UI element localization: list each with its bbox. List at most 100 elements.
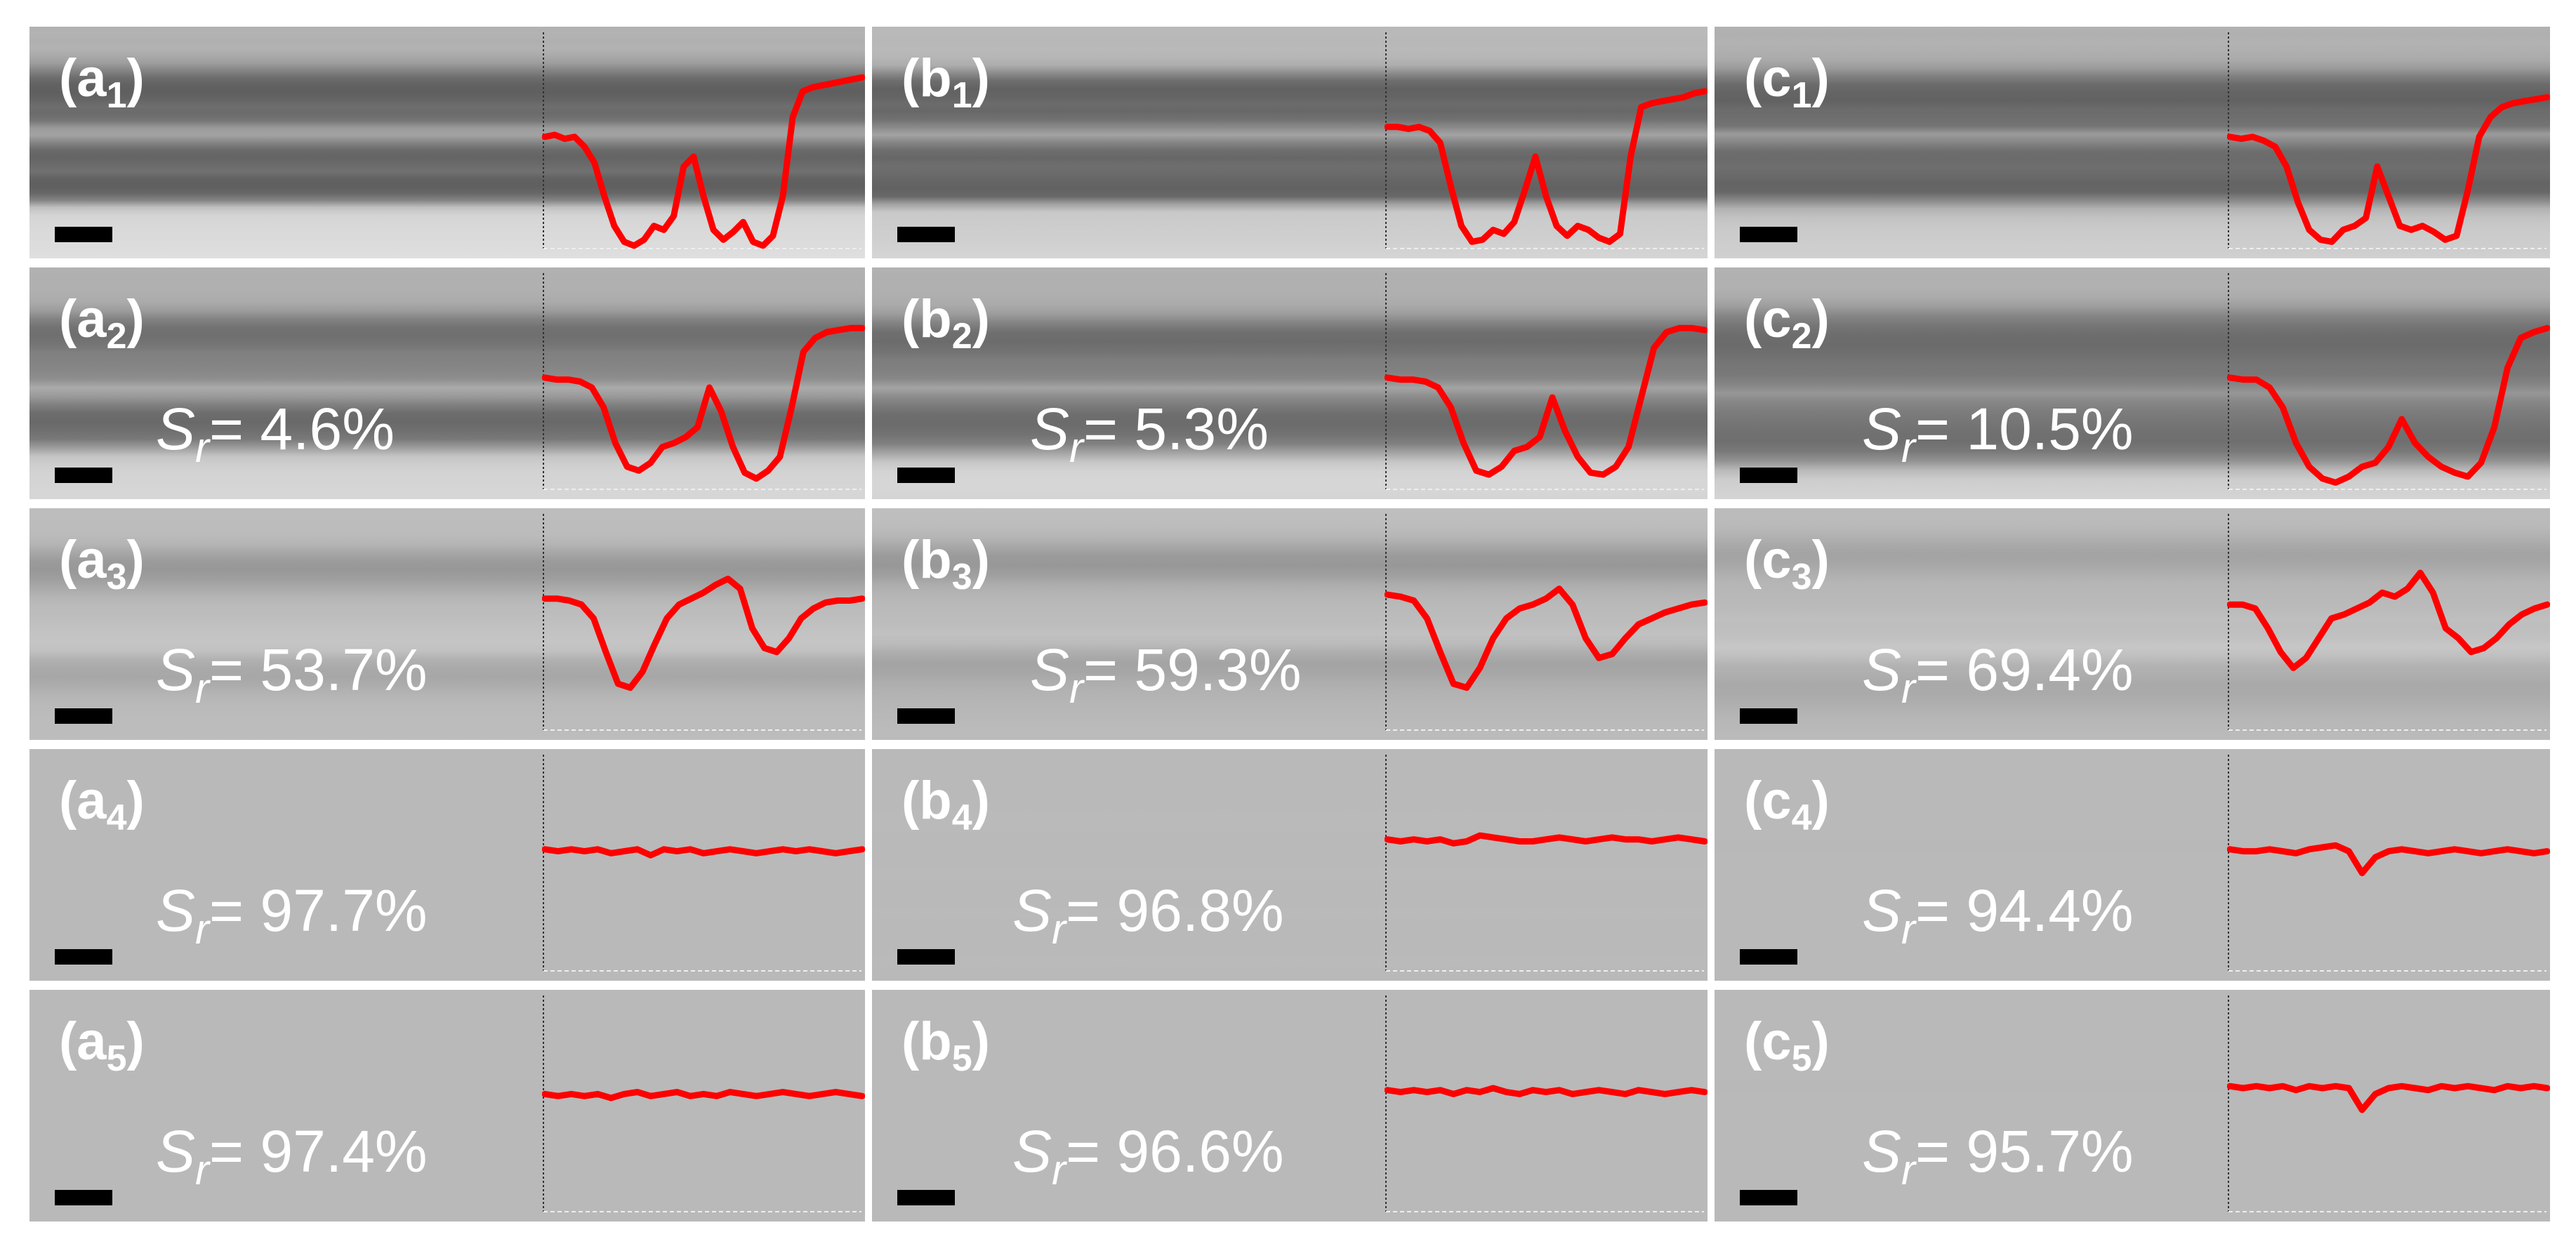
sr-label: Sr= 53.7%: [156, 637, 428, 712]
profile-line: [1385, 88, 1708, 245]
column-a: (a1) (a2) Sr= 4.6% (a3) Sr= 53.7% (a4) S…: [29, 27, 872, 1224]
profile-line: [2227, 569, 2550, 671]
sr-label: Sr= 5.3%: [1030, 396, 1269, 471]
intensity-profile: [2227, 995, 2550, 1212]
sr-label: Sr= 4.6%: [156, 396, 395, 471]
micrograph-fill: [872, 508, 1708, 740]
panel-b3: (b3) Sr= 59.3%: [872, 508, 1708, 740]
scale-bar: [55, 949, 112, 965]
panel-label: (c4): [1744, 771, 1830, 838]
sr-label: Sr= 96.8%: [1012, 878, 1284, 953]
panel-a5: (a5) Sr= 97.4%: [29, 990, 865, 1222]
micrograph: [872, 508, 1708, 740]
scale-bar: [1740, 468, 1797, 483]
micrograph: [29, 508, 865, 740]
panel-c3: (c3) Sr= 69.4%: [1715, 508, 2550, 740]
sr-label: Sr= 59.3%: [1030, 637, 1302, 712]
panel-label: (c2): [1744, 289, 1830, 357]
intensity-profile: [1385, 995, 1708, 1212]
profile-line: [2227, 842, 2550, 877]
micrograph-fill: [29, 508, 865, 740]
micrograph: [1715, 990, 2550, 1222]
intensity-profile: [542, 995, 865, 1212]
scale-bar: [55, 227, 112, 242]
scale-bar: [897, 1190, 955, 1205]
micrograph-fill: [1715, 267, 2550, 499]
column-c: (c1) (c2) Sr= 10.5% (c3) Sr= 69.4% (c4) …: [1715, 27, 2557, 1224]
sr-label: Sr= 97.7%: [156, 878, 428, 953]
micrograph-fill: [1715, 749, 2550, 981]
micrograph: [29, 990, 865, 1222]
panel-label: (b2): [901, 289, 990, 357]
micrograph: [29, 267, 865, 499]
panel-label: (a1): [59, 48, 145, 116]
profile-line: [542, 576, 865, 691]
micrograph: [1715, 508, 2550, 740]
intensity-profile: [1385, 514, 1708, 731]
micrograph-fill: [1715, 27, 2550, 258]
sr-label: Sr= 97.4%: [156, 1118, 428, 1193]
micrograph-fill: [872, 990, 1708, 1222]
scale-bar: [55, 468, 112, 483]
panel-label: (c3): [1744, 530, 1830, 597]
panel-label: (a3): [59, 530, 145, 597]
profile-line: [1385, 832, 1708, 847]
panel-a3: (a3) Sr= 53.7%: [29, 508, 865, 740]
panel-label: (c5): [1744, 1012, 1830, 1079]
micrograph-fill: [872, 749, 1708, 981]
scale-bar: [1740, 227, 1797, 242]
micrograph-fill: [29, 990, 865, 1222]
intensity-profile: [2227, 32, 2550, 249]
scale-bar: [1740, 708, 1797, 724]
panel-b2: (b2) Sr= 5.3%: [872, 267, 1708, 499]
panel-a2: (a2) Sr= 4.6%: [29, 267, 865, 499]
micrograph-fill: [29, 267, 865, 499]
panel-b5: (b5) Sr= 96.6%: [872, 990, 1708, 1222]
panel-b4: (b4) Sr= 96.8%: [872, 749, 1708, 981]
micrograph: [1715, 27, 2550, 258]
micrograph-fill: [1715, 990, 2550, 1222]
profile-line: [542, 1089, 865, 1101]
scale-bar: [897, 708, 955, 724]
panel-label: (b4): [901, 771, 990, 838]
profile-line: [542, 846, 865, 859]
micrograph: [872, 990, 1708, 1222]
scale-bar: [897, 227, 955, 242]
scale-bar: [55, 1190, 112, 1205]
panel-b1: (b1): [872, 27, 1708, 258]
micrograph: [1715, 267, 2550, 499]
intensity-profile: [2227, 273, 2550, 490]
panel-label: (a5): [59, 1012, 145, 1079]
scale-bar: [897, 468, 955, 483]
sr-label: Sr= 96.6%: [1012, 1118, 1284, 1193]
panel-label: (a2): [59, 289, 145, 357]
panel-label: (b1): [901, 48, 990, 116]
micrograph-fill: [29, 27, 865, 258]
panel-label: (a4): [59, 771, 145, 838]
micrograph: [1715, 749, 2550, 981]
intensity-profile: [2227, 755, 2550, 972]
profile-line: [1385, 1085, 1708, 1097]
profile-line: [2227, 1083, 2550, 1113]
intensity-profile: [542, 514, 865, 731]
profile-line: [2227, 324, 2550, 486]
column-b: (b1) (b2) Sr= 5.3% (b3) Sr= 59.3% (b4) S…: [872, 27, 1715, 1224]
scale-bar: [1740, 1190, 1797, 1205]
intensity-profile: [542, 755, 865, 972]
intensity-profile: [542, 32, 865, 249]
profile-line: [542, 324, 865, 482]
panel-c2: (c2) Sr= 10.5%: [1715, 267, 2550, 499]
profile-line: [1385, 585, 1708, 691]
micrograph: [29, 749, 865, 981]
micrograph-fill: [872, 267, 1708, 499]
micrograph: [29, 27, 865, 258]
sr-label: Sr= 10.5%: [1862, 396, 2134, 471]
intensity-profile: [1385, 32, 1708, 249]
panel-a4: (a4) Sr= 97.7%: [29, 749, 865, 981]
micrograph-fill: [872, 27, 1708, 258]
panel-c4: (c4) Sr= 94.4%: [1715, 749, 2550, 981]
micrograph: [872, 27, 1708, 258]
scale-bar: [897, 949, 955, 965]
panel-c5: (c5) Sr= 95.7%: [1715, 990, 2550, 1222]
